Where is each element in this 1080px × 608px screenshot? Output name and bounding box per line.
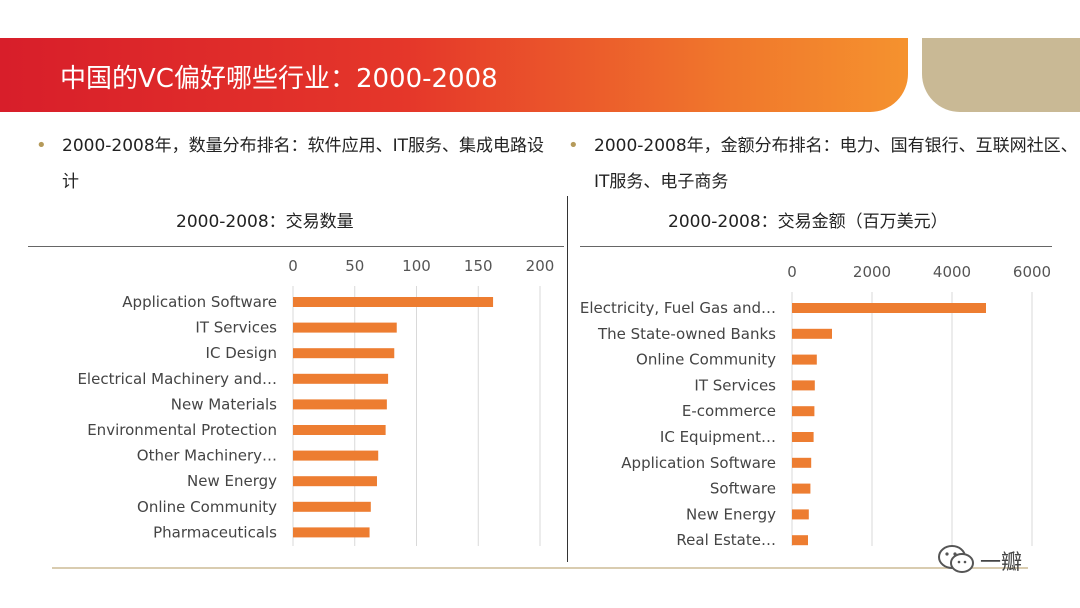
category-label: New Energy bbox=[187, 472, 277, 490]
title-accent-tab bbox=[922, 38, 1080, 112]
title-bar: 中国的VC偏好哪些行业：2000-2008 bbox=[0, 38, 908, 112]
watermark: 一瓣 bbox=[936, 542, 1066, 578]
category-label: Online Community bbox=[636, 351, 776, 369]
right-bar-chart: 0 2000 4000 6000 Electricity, Fuel Gas and… T… bbox=[580, 263, 1050, 549]
tick-label: 50 bbox=[345, 257, 364, 275]
right-chart-title: 2000-2008：交易金额（百万美元） bbox=[668, 212, 948, 232]
category-label: The State-owned Banks bbox=[597, 325, 776, 343]
left-bar-chart: 0 50 100 150 200 Application Software IT Servi… bbox=[77, 257, 555, 546]
slide-title: 中国的VC偏好哪些行业：2000-2008 bbox=[60, 64, 498, 94]
bar bbox=[792, 535, 808, 546]
tick-label: 100 bbox=[402, 257, 431, 275]
bar bbox=[792, 328, 832, 339]
category-label: Other Machinery… bbox=[137, 447, 277, 465]
tick-label: 6000 bbox=[1013, 263, 1050, 281]
category-label: Software bbox=[710, 480, 776, 498]
category-label: IT Services bbox=[694, 376, 776, 394]
bar bbox=[293, 450, 379, 461]
center-divider bbox=[567, 196, 568, 562]
left-chart-title: 2000-2008：交易数量 bbox=[176, 212, 354, 232]
bar bbox=[792, 303, 986, 313]
bar bbox=[792, 432, 814, 442]
bullet-left-text: 2000-2008年，数量分布排名：软件应用、IT服务、集成电路设计 bbox=[62, 136, 545, 192]
bar bbox=[293, 527, 370, 538]
tick-label: 4000 bbox=[933, 263, 971, 281]
tick-label: 0 bbox=[787, 263, 797, 281]
category-label: New Materials bbox=[171, 395, 277, 413]
category-label: IC Design bbox=[206, 344, 277, 362]
bullet-dot-icon: • bbox=[36, 135, 47, 156]
bar bbox=[792, 406, 815, 417]
category-label: E-commerce bbox=[682, 402, 776, 420]
bar bbox=[293, 373, 389, 384]
category-label: Environmental Protection bbox=[87, 421, 277, 439]
left-chart-divider bbox=[28, 246, 564, 247]
category-label: Application Software bbox=[621, 454, 776, 472]
bar bbox=[293, 501, 371, 512]
bar bbox=[792, 457, 812, 468]
bullet-dot-icon: • bbox=[568, 135, 579, 156]
bullet-right: • 2000-2008年，金额分布排名：电力、国有银行、互联网社区、IT服务、电… bbox=[568, 128, 1080, 200]
bar bbox=[293, 425, 386, 435]
tick-label: 2000 bbox=[853, 263, 891, 281]
bar bbox=[792, 509, 809, 520]
bar bbox=[792, 483, 811, 494]
bar bbox=[293, 322, 397, 333]
category-label: Electricity, Fuel Gas and… bbox=[580, 299, 776, 317]
wechat-icon bbox=[938, 545, 974, 573]
bar bbox=[293, 399, 387, 410]
category-label: Electrical Machinery and… bbox=[77, 370, 277, 388]
bar bbox=[792, 380, 815, 391]
bullet-right-text: 2000-2008年，金额分布排名：电力、国有银行、互联网社区、IT服务、电子商… bbox=[594, 136, 1078, 192]
category-label: IC Equipment… bbox=[660, 428, 776, 446]
bar bbox=[293, 476, 377, 487]
watermark-text: 一瓣 bbox=[980, 550, 1022, 574]
tick-label: 0 bbox=[288, 257, 298, 275]
tick-label: 150 bbox=[464, 257, 493, 275]
category-label: IT Services bbox=[195, 319, 277, 337]
category-label: Real Estate… bbox=[676, 531, 776, 549]
bullet-left: • 2000-2008年，数量分布排名：软件应用、IT服务、集成电路设计 bbox=[36, 128, 552, 200]
right-chart-divider bbox=[580, 246, 1052, 247]
bar bbox=[792, 354, 817, 365]
category-label: Application Software bbox=[122, 293, 277, 311]
footer-line bbox=[52, 567, 1028, 569]
bar bbox=[293, 297, 494, 307]
category-label: New Energy bbox=[686, 505, 776, 523]
category-label: Pharmaceuticals bbox=[153, 523, 277, 541]
bar bbox=[293, 348, 395, 359]
tick-label: 200 bbox=[526, 257, 555, 275]
category-label: Online Community bbox=[137, 498, 277, 516]
